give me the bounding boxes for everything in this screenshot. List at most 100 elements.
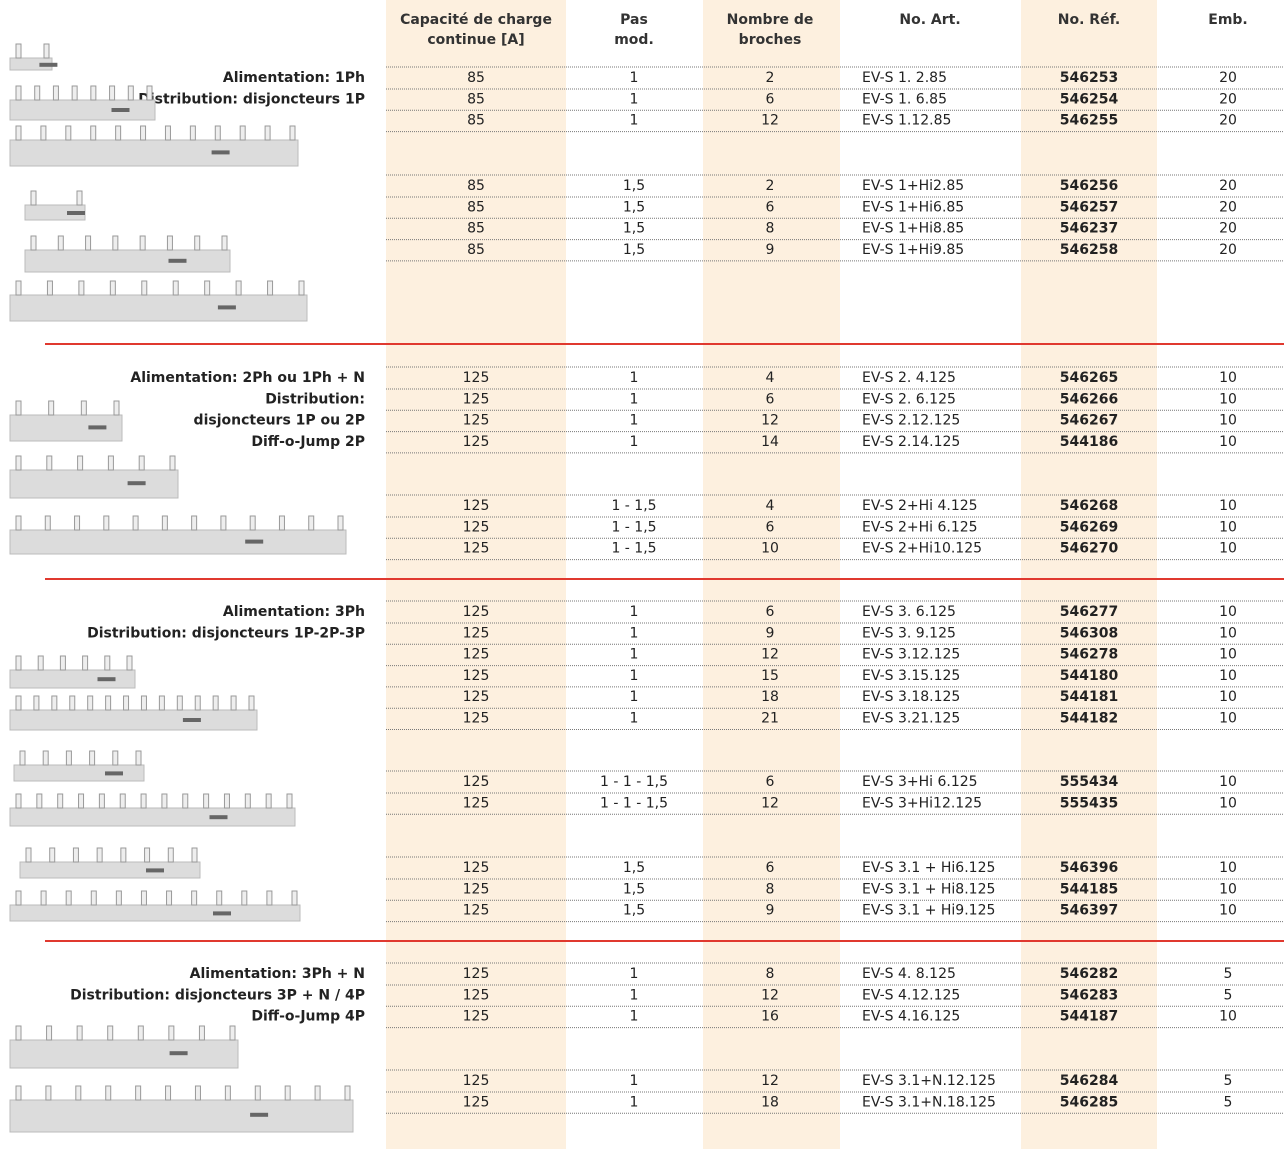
cell: 1 - 1,5 (611, 519, 656, 535)
cell: 125 (463, 1073, 490, 1089)
cell: 546266 (1060, 391, 1118, 407)
cell: EV-S 4.12.125 (862, 987, 960, 1003)
busbar-pin (191, 515, 198, 531)
busbar-pin (189, 125, 196, 141)
cell: 1 - 1,5 (611, 498, 656, 514)
busbar-label (67, 211, 85, 215)
cell: 10 (1219, 774, 1237, 790)
busbar-label (127, 481, 146, 486)
cell: EV-S 3.12.125 (862, 647, 960, 663)
busbar-image (19, 861, 201, 879)
busbar-pin (144, 847, 151, 863)
cell: EV-S 2. 6.125 (862, 391, 956, 407)
busbar-image (9, 904, 301, 922)
cell: 21 (761, 711, 779, 727)
column-header: Emb. (1208, 12, 1248, 28)
cell: 5 (1224, 966, 1233, 982)
busbar-pin (36, 793, 43, 809)
cell: 6 (766, 391, 775, 407)
cell: 18 (761, 1094, 779, 1110)
busbar-pin (244, 793, 251, 809)
busbar-pin (198, 1025, 205, 1041)
busbar-pin (161, 515, 168, 531)
busbar-pin (59, 655, 66, 671)
busbar-pin (191, 847, 198, 863)
busbar-pin (15, 655, 22, 671)
busbar-pin (40, 890, 47, 906)
busbar-pin (248, 695, 255, 711)
column-header: No. Réf. (1058, 12, 1120, 28)
cell: EV-S 3.21.125 (862, 711, 960, 727)
busbar-image (9, 709, 258, 731)
cell: 544186 (1060, 434, 1118, 450)
cell: 20 (1219, 242, 1237, 258)
busbar-pin (161, 793, 168, 809)
cell: EV-S 2.12.125 (862, 413, 960, 429)
cell: 544185 (1060, 881, 1118, 897)
cell: 6 (766, 199, 775, 215)
cell: 544187 (1060, 1009, 1118, 1025)
busbar-pin (15, 1025, 22, 1041)
cell: 125 (463, 370, 490, 386)
cell: 546397 (1060, 903, 1118, 919)
busbar-pin (37, 655, 44, 671)
busbar-pin (72, 847, 79, 863)
cell: 20 (1219, 199, 1237, 215)
busbar-pin (44, 515, 51, 531)
cell: 1,5 (623, 242, 645, 258)
busbar-pin (194, 1085, 201, 1101)
cell: 10 (1219, 795, 1237, 811)
busbar-pin (115, 890, 122, 906)
cell: 546258 (1060, 242, 1118, 258)
group-description: Alimentation: 1Ph (223, 70, 365, 86)
cell: 12 (761, 647, 779, 663)
busbar-pin (221, 235, 228, 251)
busbar-pin (191, 890, 198, 906)
cell: 546278 (1060, 647, 1118, 663)
cell: 12 (761, 795, 779, 811)
cell: 1 (630, 370, 639, 386)
busbar-image (9, 669, 136, 689)
cell: EV-S 1.12.85 (862, 113, 951, 129)
busbar-pin (15, 43, 22, 59)
cell: 20 (1219, 113, 1237, 129)
cell: 6 (766, 774, 775, 790)
cell: 6 (766, 519, 775, 535)
group-description: Alimentation: 3Ph (223, 604, 365, 620)
cell: EV-S 3+Hi12.125 (862, 795, 982, 811)
cell: 10 (761, 541, 779, 557)
busbar-pin (212, 695, 219, 711)
cell: 544182 (1060, 711, 1118, 727)
busbar-pin (105, 1085, 112, 1101)
cell: 12 (761, 1073, 779, 1089)
group-description: Distribution: disjoncteurs 1P (138, 91, 365, 107)
busbar-pin (314, 1085, 321, 1101)
cell: 4 (766, 498, 775, 514)
cell: EV-S 4. 8.125 (862, 966, 956, 982)
cell: 125 (463, 1009, 490, 1025)
group-description: Distribution: disjoncteurs 1P-2P-3P (87, 625, 365, 641)
cell: 1 (630, 434, 639, 450)
cell: 1 (630, 668, 639, 684)
busbar-image (9, 1039, 239, 1069)
busbar-pin (168, 1025, 175, 1041)
busbar-pin (51, 695, 58, 711)
busbar-pin (158, 695, 165, 711)
cell: 125 (463, 413, 490, 429)
busbar-label (250, 1112, 269, 1117)
busbar-label (245, 539, 264, 544)
busbar-pin (140, 125, 147, 141)
busbar-pin (194, 695, 201, 711)
cell: 1 (630, 711, 639, 727)
busbar-label (209, 815, 228, 820)
cell: 546277 (1060, 604, 1118, 620)
cell: 10 (1219, 413, 1237, 429)
busbar-pin (308, 515, 315, 531)
cell: 125 (463, 966, 490, 982)
busbar-label (169, 1051, 188, 1056)
cell: 546285 (1060, 1094, 1118, 1110)
busbar-pin (249, 515, 256, 531)
busbar-pin (241, 890, 248, 906)
busbar-pin (165, 1085, 172, 1101)
busbar-label (88, 425, 107, 430)
